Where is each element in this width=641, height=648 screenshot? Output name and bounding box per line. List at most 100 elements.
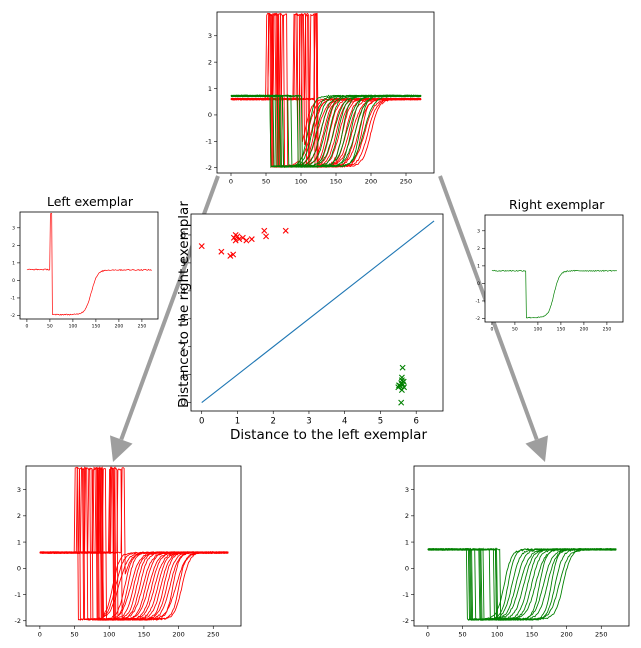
x-tick-label: 200 — [115, 324, 124, 330]
left-exemplar-title: Left exemplar — [47, 194, 134, 209]
x-tick-label: 4 — [342, 417, 347, 427]
green-trace — [230, 94, 422, 168]
y-tick-label: 2 — [12, 243, 15, 249]
red-point — [243, 237, 250, 244]
red-point — [248, 236, 255, 243]
x-tick-label: 1 — [235, 417, 240, 427]
plot-area — [491, 269, 618, 319]
panel-bottom-right: 0 50 100 150 200 250 -2 -1 0 1 2 3 — [403, 465, 630, 639]
x-tick-label: 6 — [413, 417, 418, 427]
y-tick-label: -2 — [206, 164, 212, 172]
x-tick-label: 0 — [490, 327, 493, 333]
x-tick-label: 50 — [47, 324, 53, 330]
y-tick-label: 0 — [12, 278, 15, 284]
x-tick-label: 150 — [526, 631, 538, 639]
y-tick-label: 4 — [181, 287, 186, 297]
x-tick-label: 200 — [580, 327, 589, 333]
panel-left-exemplar: 0 50 100 150 200 250 -2 -1 0 1 2 3 — [11, 211, 159, 330]
x-tick-label: 250 — [400, 178, 412, 186]
y-tick-label: 3 — [477, 228, 480, 234]
green-point — [398, 399, 405, 406]
panel-frame — [413, 465, 630, 627]
green-trace — [491, 269, 618, 319]
x-tick-label: 250 — [595, 631, 607, 639]
panel-scatter: 0 1 2 3 4 5 6 0 1 2 3 4 5 6 — [181, 213, 444, 427]
panel-frame — [484, 214, 624, 323]
y-tick-label: 1 — [405, 538, 409, 546]
y-tick-label: 3 — [12, 225, 15, 231]
x-tick-label: 0 — [426, 631, 430, 639]
x-tick-label: 150 — [330, 178, 342, 186]
panel-top: 0 50 100 150 200 250 -2 -1 0 1 2 3 — [206, 11, 435, 186]
plot-area — [230, 12, 422, 169]
x-tick-label: 50 — [512, 327, 518, 333]
x-tick-label: 0 — [38, 631, 42, 639]
y-tick-label: 2 — [477, 246, 480, 252]
plot-area — [198, 220, 435, 406]
red-point — [263, 233, 270, 240]
y-tick-label: 0 — [405, 565, 409, 573]
x-tick-label: 200 — [172, 631, 184, 639]
y-tick-label: 1 — [477, 263, 480, 269]
x-tick-label: 3 — [306, 417, 311, 427]
y-tick-label: 1 — [12, 260, 15, 266]
y-tick-label: -1 — [403, 591, 409, 599]
plot-area — [39, 466, 229, 622]
x-tick-label: 150 — [557, 327, 566, 333]
x-tick-label: 100 — [491, 631, 503, 639]
green-point — [401, 384, 408, 391]
red-point — [239, 234, 246, 241]
y-tick-label: 1 — [181, 371, 186, 381]
y-tick-label: 2 — [208, 58, 212, 66]
scatter-x-axis-label: Distance to the left exemplar — [230, 427, 428, 443]
green-point — [400, 378, 407, 385]
y-tick-label: 1 — [208, 85, 212, 93]
green-point — [396, 382, 403, 389]
y-tick-label: 2 — [181, 343, 186, 353]
y-tick-label: 3 — [17, 486, 21, 494]
x-tick-label: 100 — [295, 178, 307, 186]
x-tick-label: 100 — [69, 324, 78, 330]
y-tick-label: 0 — [17, 565, 21, 573]
y-tick-label: -1 — [206, 138, 212, 146]
x-tick-label: 0 — [199, 417, 204, 427]
y-tick-label: -2 — [15, 617, 21, 625]
x-tick-label: 200 — [365, 178, 377, 186]
y-tick-label: -2 — [403, 617, 409, 625]
x-tick-label: 250 — [603, 327, 612, 333]
scatter-y-axis-label: Distance to the right exemplar — [176, 201, 192, 408]
red-point — [232, 231, 239, 238]
x-tick-label: 250 — [138, 324, 147, 330]
red-trace — [26, 213, 152, 316]
y-tick-label: 0 — [181, 399, 186, 409]
red-trace — [39, 467, 229, 621]
x-tick-label: 0 — [229, 178, 233, 186]
x-tick-label: 2 — [271, 417, 276, 427]
x-tick-label: 250 — [207, 631, 219, 639]
red-point — [282, 227, 289, 234]
panel-frame — [25, 465, 242, 627]
arrow-to-bottom-left-head — [110, 435, 133, 462]
x-tick-label: 5 — [378, 417, 383, 427]
y-tick-label: -2 — [476, 316, 481, 322]
y-tick-label: 6 — [181, 231, 186, 241]
red-point — [230, 251, 237, 258]
y-tick-label: 3 — [405, 486, 409, 494]
panel-bottom-left: 0 50 100 150 200 250 -2 -1 0 1 2 3 — [15, 465, 242, 639]
green-point — [398, 374, 405, 381]
panel-right-exemplar: 0 50 100 150 200 250 -2 -1 0 1 2 3 — [476, 214, 624, 333]
y-tick-label: -1 — [11, 296, 16, 302]
x-tick-label: 50 — [262, 178, 270, 186]
red-point — [261, 227, 268, 234]
y-tick-label: 2 — [17, 512, 21, 520]
x-tick-label: 100 — [534, 327, 543, 333]
y-tick-label: 0 — [208, 111, 212, 119]
y-tick-label: 3 — [181, 315, 186, 325]
x-tick-label: 0 — [25, 324, 28, 330]
y-tick-label: 2 — [405, 512, 409, 520]
x-tick-label: 50 — [458, 631, 466, 639]
arrow-to-bottom-right-head — [525, 435, 548, 462]
diagonal-line — [201, 220, 435, 404]
red-point — [232, 237, 239, 244]
y-tick-label: -2 — [11, 313, 16, 319]
